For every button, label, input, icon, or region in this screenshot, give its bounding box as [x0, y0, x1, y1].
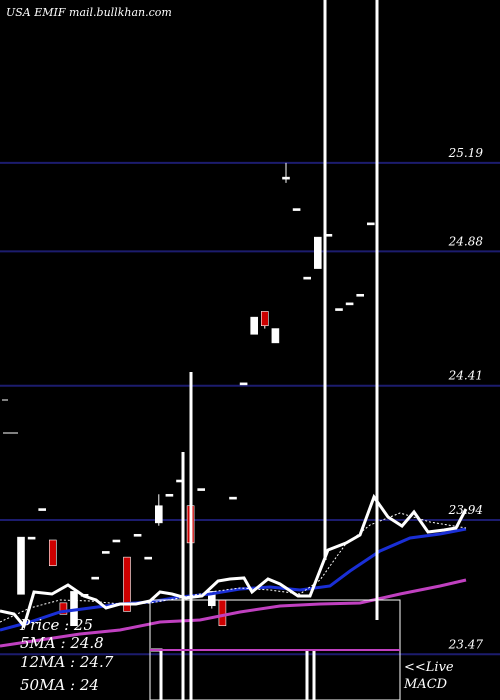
ma5-line [0, 512, 467, 623]
ma12-line [0, 527, 467, 632]
legend-12ma: 12MA : 24.7 [20, 653, 114, 671]
candle-body [366, 222, 375, 226]
candle-body [303, 276, 312, 280]
candle-body [133, 533, 142, 537]
y-tick-label: 24.88 [448, 234, 484, 248]
indicator-overlay [0, 0, 468, 700]
candle-body [123, 556, 131, 612]
live-label: <<Live [404, 660, 454, 675]
legend-5ma: 5MA : 24.8 [20, 634, 104, 652]
candle-body [335, 308, 343, 311]
candle-body [155, 505, 163, 524]
grid-lines [0, 161, 500, 656]
candle-body [292, 208, 301, 211]
candle-body [112, 539, 121, 543]
candle-body [250, 316, 258, 335]
price-line [0, 493, 468, 630]
candle-body [197, 488, 205, 491]
y-tick-label: 24.41 [448, 369, 483, 383]
legend-50ma: 50MA : 24 [20, 676, 99, 694]
y-tick-label: 23.47 [448, 637, 484, 651]
legend-price: Price : 25 [19, 616, 93, 634]
candle-body [260, 311, 269, 327]
candle-body [91, 576, 99, 580]
candle-body [165, 493, 174, 497]
macd-bar [151, 648, 163, 700]
candle-body [282, 176, 290, 180]
candle-body [27, 536, 36, 540]
candles [17, 162, 375, 627]
candle-body [48, 539, 57, 567]
candle-body [38, 508, 47, 511]
candle-body [144, 556, 152, 560]
candle-body [229, 496, 237, 500]
y-tick-label: 25.19 [448, 146, 484, 160]
candle-body [271, 328, 280, 344]
candle-body [313, 236, 322, 269]
candle-body [218, 599, 227, 627]
chart-header: USA EMIF mail.bullkhan.com [6, 6, 172, 19]
candle-body [345, 302, 354, 306]
candle-body [102, 551, 110, 554]
ma50-line [0, 578, 467, 648]
macd-label: MACD [403, 677, 448, 692]
candle-body [17, 536, 25, 595]
candle-body [356, 293, 365, 297]
candle-body [59, 602, 68, 615]
candle-body [239, 382, 248, 386]
